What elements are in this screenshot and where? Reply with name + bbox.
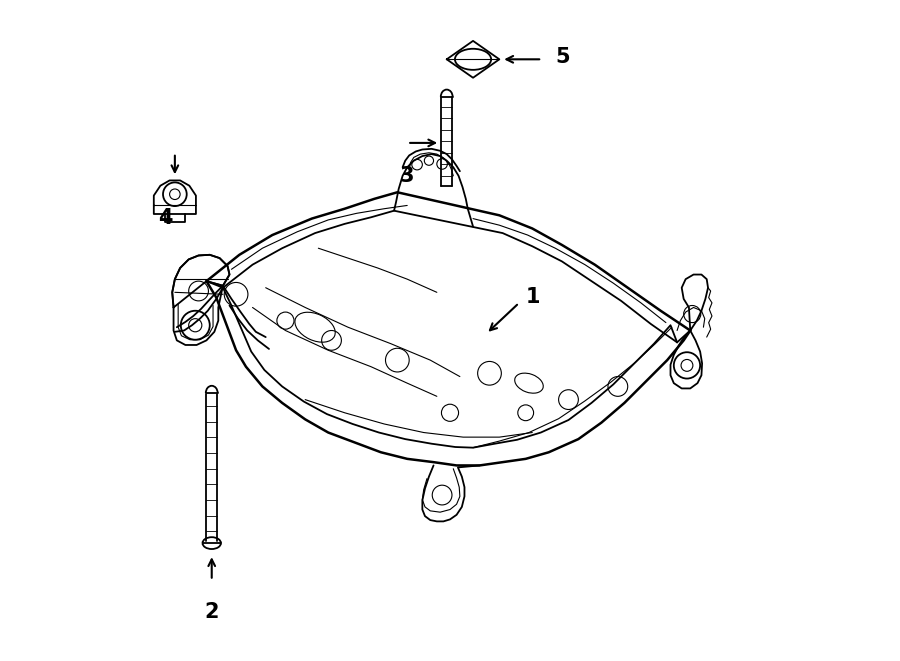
Text: 3: 3 [400, 166, 414, 186]
Text: 1: 1 [526, 288, 540, 307]
Text: 2: 2 [204, 602, 219, 622]
Text: 4: 4 [158, 208, 173, 229]
Text: 5: 5 [555, 48, 570, 67]
